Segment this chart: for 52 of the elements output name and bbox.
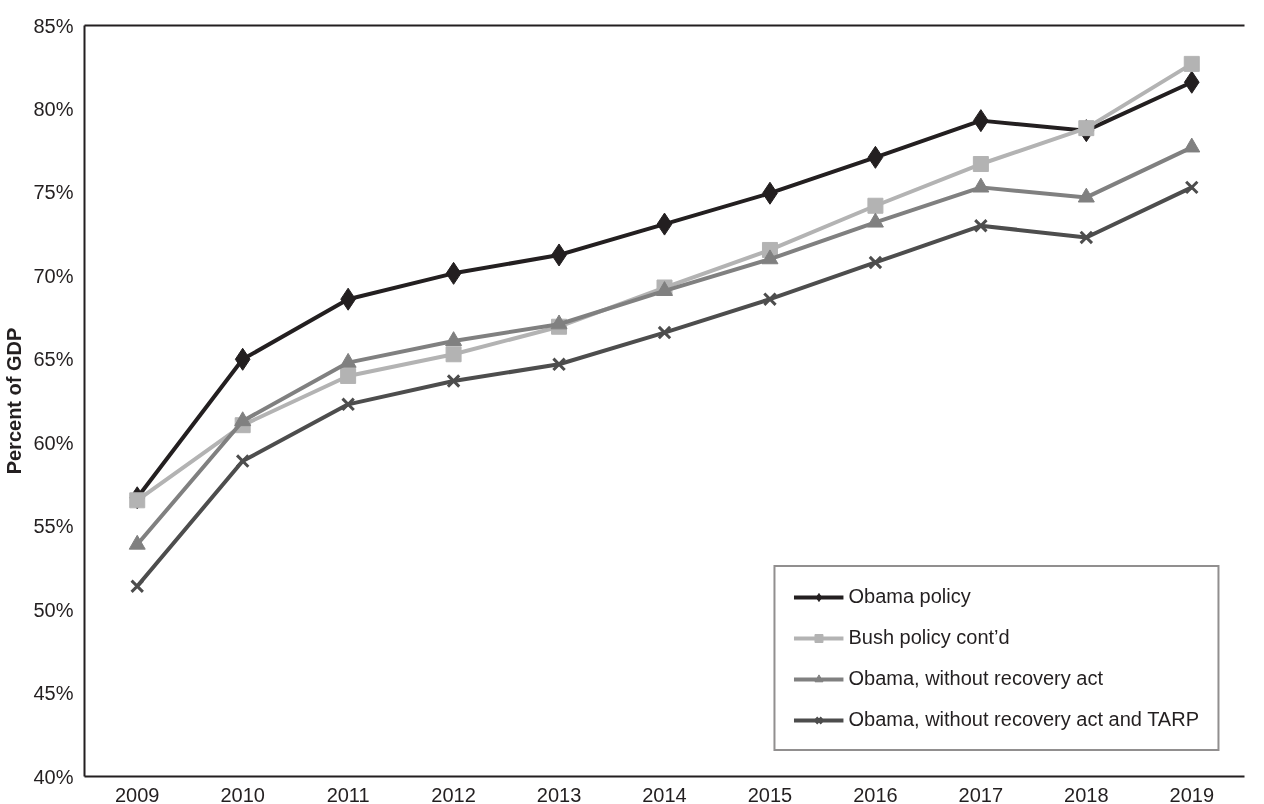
legend-label: Bush policy cont’d <box>848 626 1010 649</box>
point <box>867 145 884 169</box>
point <box>1183 70 1200 94</box>
point <box>973 218 989 233</box>
y-tick-label: 40% <box>33 765 74 788</box>
x-tick-label: 2012 <box>431 783 476 804</box>
point <box>445 261 462 285</box>
point <box>234 347 251 371</box>
point <box>340 367 357 384</box>
point <box>551 357 567 372</box>
point <box>657 325 672 340</box>
y-tick-label: 75% <box>33 181 74 204</box>
point <box>972 156 989 173</box>
y-tick-label: 65% <box>33 348 74 371</box>
point <box>235 453 250 469</box>
point <box>445 346 462 363</box>
point <box>656 212 673 236</box>
x-tick-label: 2013 <box>536 783 582 804</box>
y-axis-title: Percent of GDP <box>3 327 26 475</box>
y-tick-label: 50% <box>33 598 74 621</box>
x-tick-label: 2016 <box>853 783 898 804</box>
point <box>446 373 461 389</box>
legend-label: Obama, without recovery act <box>848 667 1104 690</box>
point <box>761 249 779 265</box>
legend-label: Obama, without recovery act and TARP <box>848 708 1199 731</box>
x-tick-label: 2018 <box>1064 783 1109 804</box>
x-tick-label: 2015 <box>747 783 793 804</box>
x-tick-label: 2009 <box>114 783 160 804</box>
y-tick-label: 70% <box>33 264 74 287</box>
point <box>1079 230 1094 245</box>
point <box>867 197 884 214</box>
point <box>1078 120 1095 137</box>
x-tick-label: 2014 <box>642 783 687 804</box>
x-tick-label: 2017 <box>958 783 1004 804</box>
legend-label: Obama policy <box>848 585 971 608</box>
x-tick-label: 2011 <box>326 783 370 804</box>
point <box>1183 55 1200 72</box>
point <box>234 411 252 427</box>
y-tick-label: 60% <box>33 431 74 454</box>
y-tick-label: 85% <box>33 14 74 37</box>
y-tick-label: 45% <box>33 682 74 705</box>
point <box>868 255 883 270</box>
x-tick-label: 2010 <box>220 783 265 804</box>
y-tick-label: 55% <box>33 515 74 538</box>
y-tick-label: 80% <box>33 97 74 120</box>
point <box>1184 180 1199 195</box>
point <box>340 397 356 412</box>
point <box>762 292 778 307</box>
point <box>129 492 146 509</box>
point <box>445 331 463 347</box>
point <box>130 579 145 594</box>
x-tick-label: 2019 <box>1169 783 1215 804</box>
